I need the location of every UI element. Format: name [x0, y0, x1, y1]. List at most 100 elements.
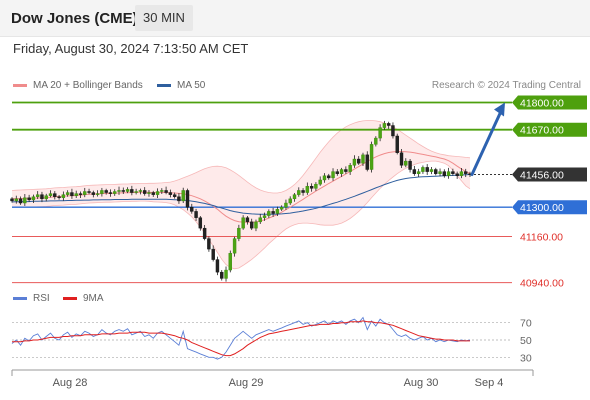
candle: [309, 183, 314, 192]
candle: [365, 151, 369, 172]
level-tag-resistance: [512, 95, 587, 110]
bollinger-fill: [12, 120, 470, 269]
candle: [27, 194, 31, 202]
candle-body: [262, 215, 267, 218]
candle-body: [207, 238, 211, 250]
candle: [237, 224, 241, 242]
candle-body: [271, 211, 275, 214]
candle-body: [335, 171, 340, 174]
candle: [322, 173, 327, 183]
candle-body: [70, 192, 74, 196]
candle-body: [224, 269, 228, 279]
candle: [155, 188, 160, 198]
candle: [241, 215, 245, 230]
candle-body: [425, 167, 429, 172]
candle: [348, 163, 352, 175]
candle-body: [194, 211, 198, 218]
candle: [91, 190, 96, 198]
research-credit: Research © 2024 Trading Central: [431, 80, 581, 91]
candle-body: [35, 194, 40, 197]
candle: [172, 192, 177, 199]
candle: [125, 187, 130, 194]
candle: [164, 186, 168, 195]
candle-body: [168, 192, 173, 195]
candle-body: [18, 198, 23, 204]
rsi-swatch: [13, 296, 27, 300]
candle: [181, 187, 185, 204]
candle-body: [117, 190, 121, 192]
candle: [267, 209, 271, 218]
candle: [378, 124, 382, 142]
candle-body: [369, 144, 374, 170]
candle-body: [399, 152, 404, 166]
candle: [194, 208, 198, 222]
candle: [134, 188, 138, 195]
candle: [40, 191, 44, 203]
candle-body: [314, 183, 318, 189]
candle-body: [125, 189, 130, 192]
candle-body: [275, 209, 280, 214]
level-label-current: 41456.00: [520, 170, 564, 182]
candle: [391, 122, 395, 139]
candle-body: [464, 171, 468, 174]
ma50-line: [11, 174, 471, 215]
candle-body: [104, 190, 108, 193]
candle: [374, 136, 378, 147]
candle: [104, 188, 108, 195]
candle: [314, 182, 318, 191]
candle-body: [395, 135, 399, 153]
candle-body: [172, 194, 177, 197]
candle: [117, 186, 121, 195]
candle: [279, 205, 284, 211]
price-level-tags: 41800.00 41670.00 41456.00 41300.00 41160.00…: [512, 95, 587, 290]
candle-body: [267, 211, 271, 216]
candle-body: [91, 192, 96, 195]
candle-body: [134, 191, 138, 193]
level-tag-resistance: [512, 122, 587, 137]
candle-body: [459, 171, 464, 176]
candle-body: [344, 169, 348, 172]
candle: [421, 165, 425, 174]
rsi-panel: 70 50 30: [11, 316, 532, 364]
target-arrow-shaft: [470, 111, 502, 177]
candle: [386, 121, 391, 129]
candle-body: [83, 191, 87, 195]
candle: [361, 152, 365, 166]
candle: [416, 168, 421, 177]
level-label-support: 40940.00: [520, 278, 564, 290]
candle: [318, 176, 322, 186]
rsi-line: [11, 316, 471, 360]
candle-body: [288, 198, 292, 204]
ma50-label: MA 50: [177, 80, 206, 91]
candle: [74, 190, 78, 198]
candle-body: [331, 171, 335, 179]
candle: [395, 133, 399, 155]
candle: [399, 148, 404, 169]
candle: [87, 188, 91, 195]
candle-body: [44, 195, 48, 200]
candle-body: [151, 192, 155, 195]
candle-body: [408, 160, 412, 170]
candle: [232, 236, 237, 257]
candle: [31, 194, 36, 204]
candle-body: [446, 171, 451, 176]
candle-body: [237, 227, 241, 239]
candle-body: [95, 193, 100, 195]
candle: [344, 166, 348, 174]
candle: [168, 189, 173, 198]
candles: [10, 120, 472, 282]
candle: [78, 191, 83, 198]
level-label-resistance: 41670.00: [520, 125, 564, 137]
candle-body: [232, 238, 237, 254]
candle-body: [185, 190, 190, 208]
candle: [160, 188, 164, 195]
candle-body: [31, 196, 36, 201]
candle-body: [57, 196, 61, 198]
candle: [250, 218, 254, 231]
candle-body: [292, 194, 297, 200]
interval-button[interactable]: 30 MIN: [135, 5, 193, 31]
candle: [211, 245, 215, 262]
candle-body: [142, 190, 147, 194]
ma20-label: MA 20 + Bollinger Bands: [33, 80, 143, 91]
